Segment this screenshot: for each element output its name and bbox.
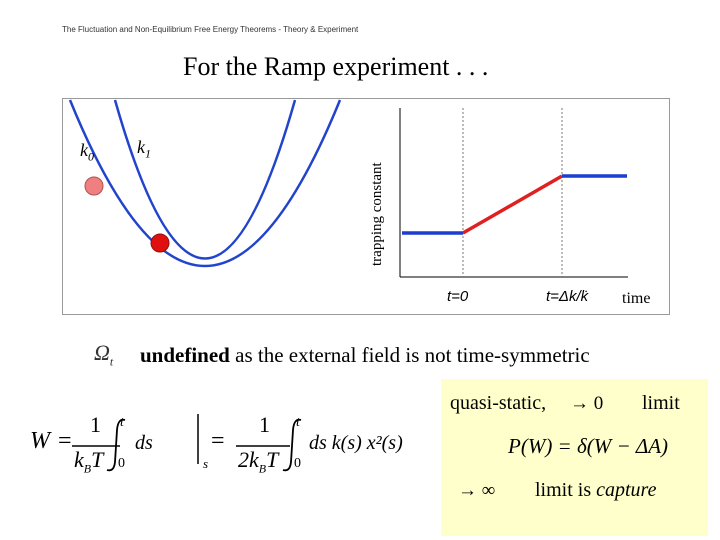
omega-symbol: Ωt — [94, 340, 113, 369]
k0-letter: k — [80, 140, 88, 160]
note-line-1-suffix: limit — [642, 392, 680, 414]
work-den-2: 2kBT — [238, 447, 278, 476]
work-integrand-2: ds k(s) x²(s) — [309, 432, 403, 454]
note-line-1: quasi-static, — [450, 392, 546, 415]
ramp-tick-t0: t=0 — [447, 288, 469, 305]
ramp-tick-t1: t=Δk/k̇ — [546, 288, 589, 305]
k0-label: k0 — [80, 140, 94, 165]
ramp-x-axis-label: time — [622, 290, 651, 307]
work-integrand-1: ds — [135, 432, 153, 454]
figure-frame — [62, 98, 670, 315]
work-den-2-T: T — [266, 447, 279, 472]
work-den-1: kBT — [74, 447, 103, 476]
omega-letter: Ω — [94, 340, 110, 365]
work-int-lower-2: 0 — [294, 456, 301, 471]
note-quasistatic-text: quasi-static, — [450, 392, 547, 414]
undefined-statement: undefined as the external field is not t… — [140, 343, 590, 368]
integral-sign-2 — [282, 418, 302, 472]
work-den-1-k: k — [74, 447, 84, 472]
potential-k1-curve — [113, 99, 297, 260]
k0-subscript: 0 — [88, 149, 94, 164]
work-den-2-sub: B — [258, 461, 267, 476]
work-equals-1: = — [58, 428, 72, 454]
work-den-1-sub: B — [83, 461, 92, 476]
undefined-word: undefined — [140, 343, 230, 367]
work-equals-2: = — [211, 428, 225, 454]
omega-subscript: t — [109, 354, 114, 369]
note-line-3: limit is capture — [535, 479, 656, 502]
work-den-1-T: T — [91, 447, 104, 472]
k1-subscript: 1 — [145, 146, 151, 161]
note-line-1-arrow: → 0 — [570, 393, 604, 414]
work-num-1: 1 — [90, 412, 101, 437]
work-num-2: 1 — [259, 412, 270, 437]
work-int-upper-1: t — [120, 415, 124, 430]
note-capture-word: capture — [596, 479, 657, 501]
work-den-2-2k: 2k — [238, 447, 259, 472]
work-int-upper-2: t — [296, 415, 300, 430]
note-limit-text: limit is — [535, 479, 592, 501]
bead-k0 — [84, 176, 104, 196]
potential-k0-curve — [68, 99, 342, 268]
ramp-rising-segment — [462, 174, 563, 235]
note-delta-equation: P(W) = δ(W − ΔA) — [508, 434, 669, 458]
undefined-rest: as the external field is not time-symmet… — [229, 343, 590, 367]
slide-header: The Fluctuation and Non-Equilibrium Free… — [62, 25, 359, 34]
work-eval-subscript: s — [203, 456, 209, 471]
bead-k1 — [150, 233, 170, 253]
work-lhs: W — [30, 428, 50, 454]
work-int-lower-1: 0 — [118, 456, 125, 471]
k1-label: k1 — [137, 137, 151, 162]
note-line-3-arrow: → ∞ — [458, 480, 496, 501]
k1-letter: k — [137, 137, 145, 157]
integral-sign-1 — [106, 418, 126, 472]
note-box — [441, 379, 708, 536]
slide-title: For the Ramp experiment . . . — [183, 52, 489, 81]
